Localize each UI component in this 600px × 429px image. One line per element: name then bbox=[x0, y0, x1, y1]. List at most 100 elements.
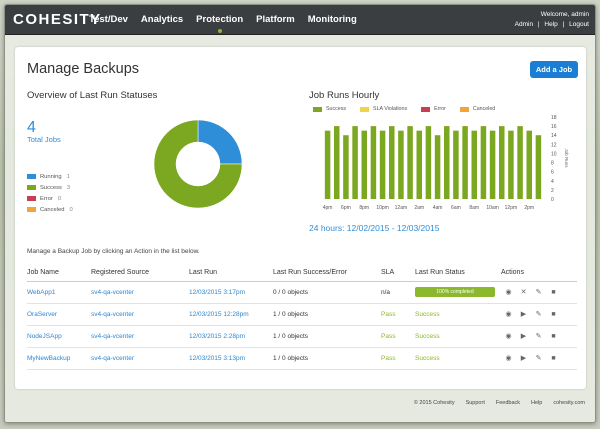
col-success-error[interactable]: Last Run Success/Error bbox=[273, 265, 381, 282]
job-name-link[interactable]: MyNewBackup bbox=[27, 347, 91, 370]
hourly-bar[interactable] bbox=[480, 126, 487, 199]
job-name-link[interactable]: WebApp1 bbox=[27, 281, 91, 304]
col-sla[interactable]: SLA bbox=[381, 265, 415, 282]
hourly-bar[interactable] bbox=[324, 130, 331, 199]
cohesity-logo[interactable]: COHESITY bbox=[13, 11, 102, 28]
cohesity-site-link[interactable]: cohesity.com bbox=[553, 400, 585, 406]
x-tick-label: 2pm bbox=[524, 205, 534, 211]
job-name-link[interactable]: NodeJSApp bbox=[27, 325, 91, 348]
source-link[interactable]: sv4-qa-vcenter bbox=[91, 303, 189, 326]
hourly-bar[interactable] bbox=[407, 126, 413, 199]
hourly-title: Job Runs Hourly bbox=[309, 90, 380, 101]
separator: | bbox=[537, 21, 540, 28]
col-job-name[interactable]: Job Name bbox=[27, 265, 91, 282]
separator: | bbox=[562, 21, 565, 28]
last-run-link[interactable]: 12/03/2015 3:17pm bbox=[189, 281, 273, 304]
pencil-icon[interactable]: ✎ bbox=[535, 289, 542, 296]
status-cell: Success bbox=[415, 325, 501, 348]
y-tick-label: 18 bbox=[551, 115, 557, 121]
hourly-bar[interactable] bbox=[352, 126, 358, 199]
add-job-button[interactable]: Add a Job bbox=[530, 61, 578, 78]
legend-value: 3 bbox=[66, 184, 71, 191]
overview-title: Overview of Last Run Statuses bbox=[27, 90, 158, 101]
hourly-bar[interactable] bbox=[370, 126, 377, 199]
admin-link[interactable]: Admin bbox=[514, 21, 534, 28]
help-link[interactable]: Help bbox=[544, 21, 558, 28]
trash-icon[interactable]: ■ bbox=[551, 333, 556, 340]
job-name-link[interactable]: OraServer bbox=[27, 303, 91, 326]
source-link[interactable]: sv4-qa-vcenter bbox=[91, 281, 189, 304]
support-link[interactable]: Support bbox=[465, 400, 485, 406]
play-icon[interactable]: ▶ bbox=[520, 333, 527, 340]
col-status[interactable]: Last Run Status bbox=[415, 265, 501, 282]
y-axis-label: Job Runs bbox=[564, 148, 569, 168]
progress-bar: 100% completed bbox=[415, 287, 495, 297]
trash-icon[interactable]: ■ bbox=[551, 311, 556, 318]
legend-value: 0 bbox=[69, 206, 73, 213]
hourly-bar[interactable] bbox=[425, 126, 432, 199]
x-tick-label: 6pm bbox=[341, 205, 351, 211]
nav-item-protection[interactable]: Protection bbox=[196, 14, 244, 33]
x-tick-label: 12pm bbox=[505, 205, 518, 211]
hourly-bar[interactable] bbox=[379, 130, 386, 199]
hourly-bar[interactable] bbox=[453, 130, 459, 199]
donut-slice-running[interactable] bbox=[197, 119, 243, 165]
hourly-bar[interactable] bbox=[389, 126, 395, 199]
sla-value: n/a bbox=[381, 281, 415, 304]
hourly-bar[interactable] bbox=[508, 130, 514, 199]
hourly-bar[interactable] bbox=[343, 135, 349, 199]
welcome-text: Welcome, admin bbox=[540, 11, 589, 18]
sla-value: Pass bbox=[381, 347, 415, 370]
source-link[interactable]: sv4-qa-vcenter bbox=[91, 347, 189, 370]
nav-item-platform[interactable]: Platform bbox=[256, 14, 295, 25]
x-tick-label: 10am bbox=[486, 205, 499, 211]
success-error-count: 1 / 0 objects bbox=[273, 347, 381, 370]
legend-label: SLA Violations bbox=[373, 106, 408, 112]
play-icon[interactable]: ▶ bbox=[520, 355, 527, 362]
eye-icon[interactable]: ◉ bbox=[505, 289, 512, 296]
close-icon[interactable]: ✕ bbox=[520, 289, 527, 296]
hourly-bar[interactable] bbox=[499, 126, 505, 199]
eye-icon[interactable]: ◉ bbox=[505, 355, 512, 362]
last-run-link[interactable]: 12/03/2015 3:13pm bbox=[189, 347, 273, 370]
feedback-link[interactable]: Feedback bbox=[495, 400, 520, 406]
hourly-bar[interactable] bbox=[526, 130, 533, 199]
trash-icon[interactable]: ■ bbox=[551, 289, 556, 296]
status-cell: Success bbox=[415, 303, 501, 326]
hourly-bar[interactable] bbox=[334, 126, 340, 199]
donut-slice-success[interactable] bbox=[153, 119, 243, 209]
hourly-bar[interactable] bbox=[535, 135, 542, 199]
nav-item-analytics[interactable]: Analytics bbox=[140, 14, 184, 25]
hourly-bar[interactable] bbox=[462, 126, 468, 199]
help-link[interactable]: Help bbox=[531, 400, 543, 406]
hourly-bar[interactable] bbox=[416, 130, 423, 199]
trash-icon[interactable]: ■ bbox=[551, 355, 556, 362]
eye-icon[interactable]: ◉ bbox=[505, 333, 512, 340]
hourly-bar[interactable] bbox=[444, 126, 450, 199]
play-icon[interactable]: ▶ bbox=[520, 311, 527, 318]
pencil-icon[interactable]: ✎ bbox=[535, 355, 542, 362]
pencil-icon[interactable]: ✎ bbox=[535, 333, 542, 340]
legend-item-running: Running 1 bbox=[27, 171, 73, 182]
table-row: MyNewBackup sv4-qa-vcenter 12/03/2015 3:13… bbox=[27, 347, 577, 370]
y-tick-label: 0 bbox=[551, 197, 554, 203]
hourly-bar[interactable] bbox=[398, 130, 404, 199]
hourly-bar[interactable] bbox=[361, 130, 368, 199]
swatch bbox=[360, 106, 370, 112]
status-donut-chart bbox=[153, 119, 243, 209]
nav-item-monitoring[interactable]: Monitoring bbox=[307, 14, 357, 25]
x-tick-label: 12am bbox=[395, 205, 408, 211]
hourly-bar[interactable] bbox=[471, 130, 478, 199]
hourly-bar[interactable] bbox=[489, 130, 496, 199]
source-link[interactable]: sv4-qa-vcenter bbox=[91, 325, 189, 348]
logout-link[interactable]: Logout bbox=[569, 21, 589, 28]
hourly-bar[interactable] bbox=[434, 135, 441, 199]
eye-icon[interactable]: ◉ bbox=[505, 311, 512, 318]
last-run-link[interactable]: 12/03/2015 2:28pm bbox=[189, 325, 273, 348]
last-run-link[interactable]: 12/03/2015 12:28pm bbox=[189, 303, 273, 326]
hourly-bar[interactable] bbox=[517, 126, 523, 199]
nav-item-testdev[interactable]: Test/Dev bbox=[89, 14, 128, 25]
col-source[interactable]: Registered Source bbox=[91, 265, 189, 282]
pencil-icon[interactable]: ✎ bbox=[535, 311, 542, 318]
col-last-run[interactable]: Last Run bbox=[189, 265, 273, 282]
